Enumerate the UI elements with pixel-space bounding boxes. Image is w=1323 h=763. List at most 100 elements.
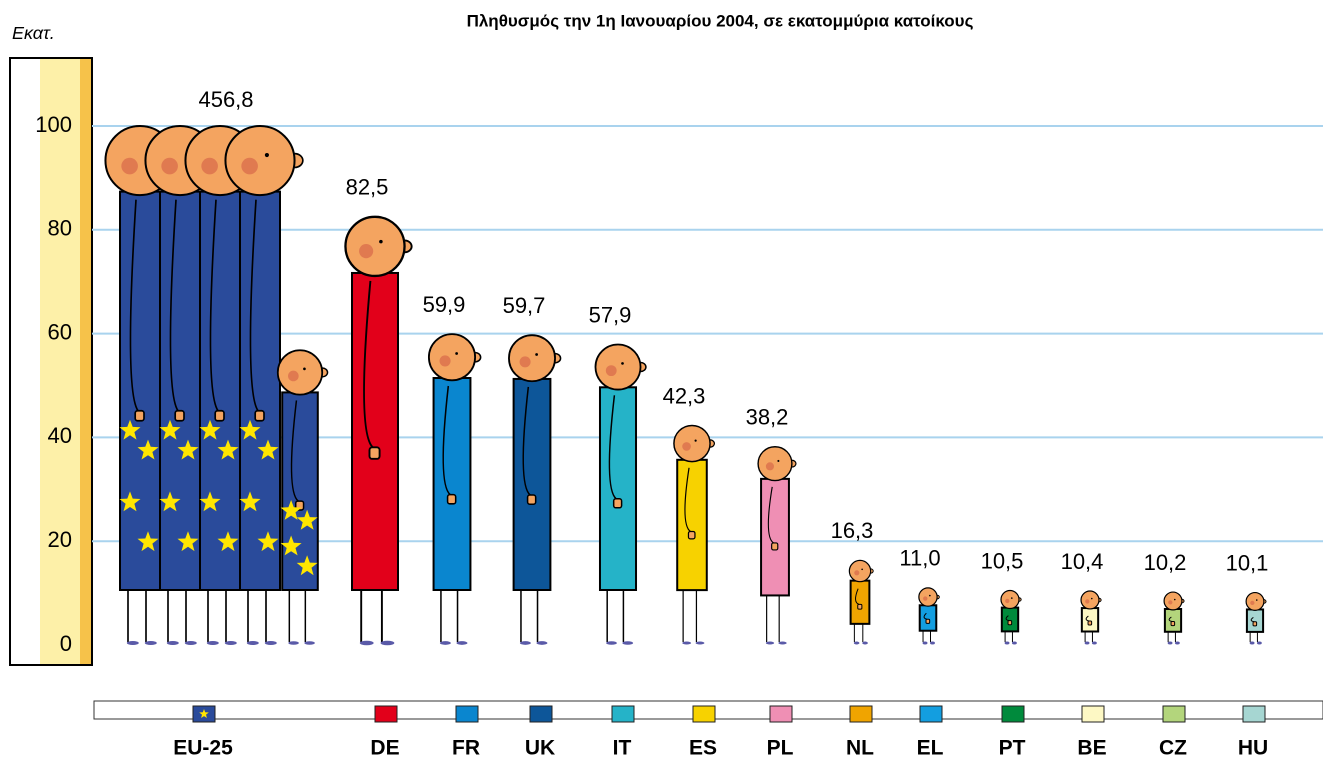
figure-head [918, 587, 938, 607]
legend-swatch [769, 705, 793, 723]
figure-arm [129, 199, 139, 412]
figure-arm [608, 395, 617, 500]
legend-swatch [692, 705, 716, 723]
legend-swatch [849, 705, 873, 723]
figure-arm [169, 199, 179, 412]
figure-hand [214, 409, 225, 422]
figure-shoe [246, 641, 259, 645]
star [217, 531, 239, 552]
figure-shoe [606, 641, 617, 645]
figure-eye [1010, 597, 1013, 599]
figure-hand [1007, 620, 1013, 626]
figure-head [673, 424, 711, 463]
figure-shoe [439, 641, 451, 645]
figure-cheek [923, 596, 928, 601]
legend-label: DE [370, 737, 399, 760]
figure-shoe [1084, 641, 1090, 645]
value-label: 82,5 [346, 175, 389, 200]
figure-body [918, 604, 938, 632]
figure-head [757, 446, 793, 482]
figure-eye [303, 367, 306, 371]
figure-cheek [359, 244, 374, 259]
figure [427, 333, 482, 645]
figure-cheek [121, 157, 138, 175]
star [177, 531, 199, 552]
figure-body [239, 190, 281, 591]
figure [224, 125, 304, 645]
figure-shoe [288, 641, 299, 645]
figure-head [1080, 590, 1100, 610]
star [177, 439, 199, 460]
figure-shoe [264, 641, 277, 645]
figure-hand [446, 493, 457, 505]
y-tick-label: 20 [48, 527, 72, 552]
figure-body [1163, 607, 1183, 633]
figure-shoe [765, 641, 775, 645]
value-label: 10,1 [1226, 550, 1269, 575]
figure-shoe [695, 641, 705, 645]
figure-body [760, 477, 790, 597]
figure-eye [1090, 597, 1093, 600]
figure-hand [1170, 621, 1176, 627]
star [159, 419, 181, 440]
figure-hand [1087, 620, 1093, 626]
figure-shoe [922, 641, 928, 645]
legend-label: FR [452, 737, 480, 760]
legend-label: UK [525, 737, 555, 760]
legend-swatch [1001, 705, 1025, 723]
value-label: 10,4 [1061, 549, 1104, 574]
figure-cheek [288, 370, 299, 382]
legend-label: EU-25 [173, 737, 233, 760]
star [137, 439, 159, 460]
figure-body [1080, 607, 1100, 633]
value-label: 59,9 [423, 292, 466, 317]
figure-cheek [439, 355, 451, 367]
legend-label: CZ [1159, 737, 1187, 760]
figure-shoe [166, 641, 179, 645]
y-tick-label: 100 [35, 112, 72, 137]
figure [344, 215, 413, 646]
figure-body [1245, 608, 1265, 633]
legend-swatch [529, 705, 553, 723]
figure-arm [209, 199, 219, 412]
figure-arm [522, 386, 531, 496]
figure-arm [442, 385, 451, 496]
legend-label: NL [846, 737, 874, 760]
figure-body [351, 271, 399, 591]
figure-arm [855, 588, 860, 605]
legend-label: PL [767, 737, 794, 760]
figure-shoe [853, 641, 860, 645]
figure-shoe [456, 641, 468, 645]
axis-strip [80, 59, 91, 664]
chart-title: Πληθυσμός την 1η Ιανουαρίου 2004, σε εκα… [467, 11, 974, 30]
figure-body [512, 377, 552, 592]
figure-shoe [862, 641, 868, 645]
figure-cheek [765, 462, 774, 471]
legend-swatch [1081, 705, 1105, 723]
figure-arm [290, 400, 299, 502]
figure-body [1000, 606, 1020, 633]
figure-hand [771, 542, 779, 551]
figure-head [594, 343, 642, 391]
star [199, 709, 209, 718]
figure-body [849, 579, 871, 625]
figure-shoe [929, 641, 935, 645]
value-label: 42,3 [663, 383, 706, 408]
star [159, 491, 181, 512]
figure-cheek [161, 157, 178, 175]
figure-arm [684, 467, 691, 532]
figure [848, 559, 874, 645]
figure-shoe [1174, 641, 1180, 645]
figure [918, 587, 940, 645]
figure [508, 334, 562, 645]
y-tick-label: 40 [48, 423, 72, 448]
figure-head [1000, 589, 1020, 610]
figure-eye [535, 353, 538, 356]
figure-head [508, 334, 556, 383]
figure [757, 446, 797, 645]
figure-hand [612, 498, 623, 509]
figure-shoe [1091, 641, 1097, 645]
legend-label: PT [999, 737, 1026, 760]
star [257, 439, 279, 460]
figure-eye [379, 239, 383, 244]
